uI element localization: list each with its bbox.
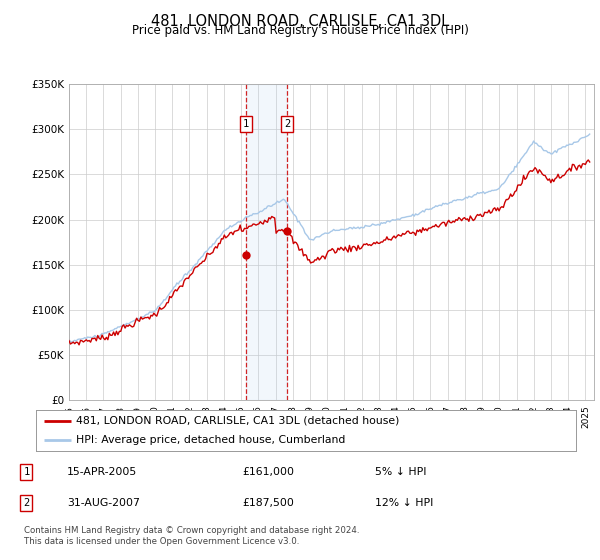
Text: Price paid vs. HM Land Registry's House Price Index (HPI): Price paid vs. HM Land Registry's House … xyxy=(131,24,469,36)
Text: 5% ↓ HPI: 5% ↓ HPI xyxy=(375,468,427,478)
Text: £187,500: £187,500 xyxy=(242,498,294,507)
Text: £161,000: £161,000 xyxy=(242,468,295,478)
Text: 12% ↓ HPI: 12% ↓ HPI xyxy=(375,498,433,507)
Text: 481, LONDON ROAD, CARLISLE, CA1 3DL: 481, LONDON ROAD, CARLISLE, CA1 3DL xyxy=(151,14,449,29)
Text: 481, LONDON ROAD, CARLISLE, CA1 3DL (detached house): 481, LONDON ROAD, CARLISLE, CA1 3DL (det… xyxy=(77,416,400,426)
Text: 1: 1 xyxy=(243,119,249,129)
Text: 2: 2 xyxy=(284,119,290,129)
Text: 31-AUG-2007: 31-AUG-2007 xyxy=(67,498,140,507)
Text: 15-APR-2005: 15-APR-2005 xyxy=(67,468,137,478)
Text: 1: 1 xyxy=(23,468,29,478)
Bar xyxy=(246,84,287,400)
Text: HPI: Average price, detached house, Cumberland: HPI: Average price, detached house, Cumb… xyxy=(77,435,346,445)
Text: Contains HM Land Registry data © Crown copyright and database right 2024.
This d: Contains HM Land Registry data © Crown c… xyxy=(24,526,359,546)
Text: 2: 2 xyxy=(23,498,29,507)
